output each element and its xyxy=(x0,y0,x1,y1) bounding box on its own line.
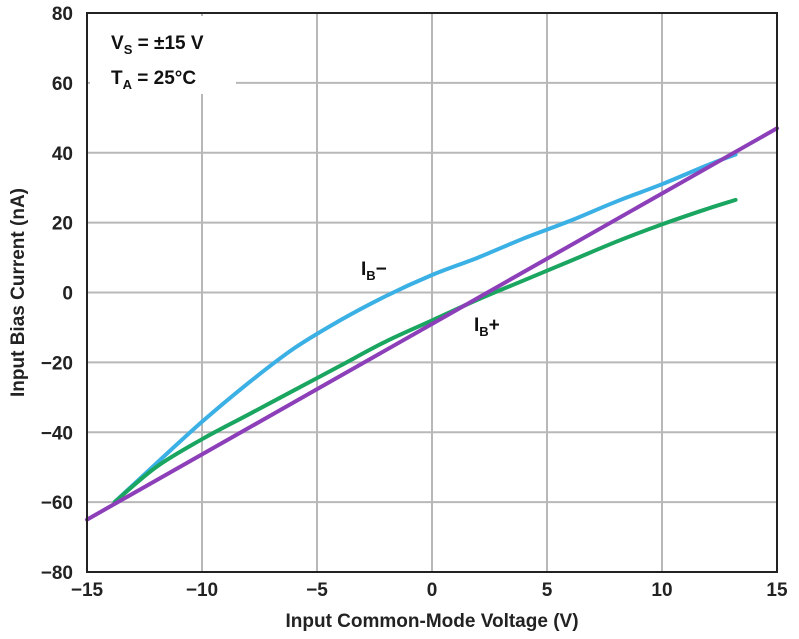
y-tick-label: −20 xyxy=(41,353,73,374)
y-tick-label: −80 xyxy=(41,563,73,584)
supply-voltage-label: VS = ±15 V xyxy=(111,33,204,57)
series-line-reference xyxy=(85,126,779,522)
y-tick-label: 40 xyxy=(52,144,73,165)
x-tick-label: −5 xyxy=(306,580,328,601)
series-line-ib-minus xyxy=(112,152,738,505)
series-lines xyxy=(85,126,779,522)
x-tick-labels: −15 −10 −5 0 5 10 15 xyxy=(71,580,788,601)
series-line-ib-plus xyxy=(112,197,738,505)
ib-plus-label: IB+ xyxy=(474,315,500,339)
y-tick-label: 0 xyxy=(62,284,73,305)
y-axis-label: Input Bias Current (nA) xyxy=(8,188,29,397)
y-tick-label: 60 xyxy=(52,74,73,95)
y-tick-label: −60 xyxy=(41,493,73,514)
conditions-box: VS = ±15 V TA = 25°C xyxy=(90,16,236,94)
ib-minus-label: IB− xyxy=(361,259,387,283)
x-tick-label: −15 xyxy=(71,580,104,601)
plot-frame xyxy=(86,12,778,573)
x-tick-label: 0 xyxy=(427,580,438,601)
x-tick-label: 10 xyxy=(651,580,672,601)
x-tick-label: 5 xyxy=(542,580,553,601)
x-axis-label: Input Common-Mode Voltage (V) xyxy=(285,611,578,632)
x-tick-label: 15 xyxy=(766,580,788,601)
grid xyxy=(87,13,777,572)
y-tick-label: −40 xyxy=(41,423,73,444)
ambient-temperature-label: TA = 25°C xyxy=(111,68,196,92)
y-tick-labels: 80 60 40 20 0 −20 −40 −60 −80 xyxy=(41,4,73,584)
x-tick-label: −10 xyxy=(186,580,218,601)
y-tick-label: 20 xyxy=(52,214,73,235)
y-tick-label: 80 xyxy=(52,4,73,25)
